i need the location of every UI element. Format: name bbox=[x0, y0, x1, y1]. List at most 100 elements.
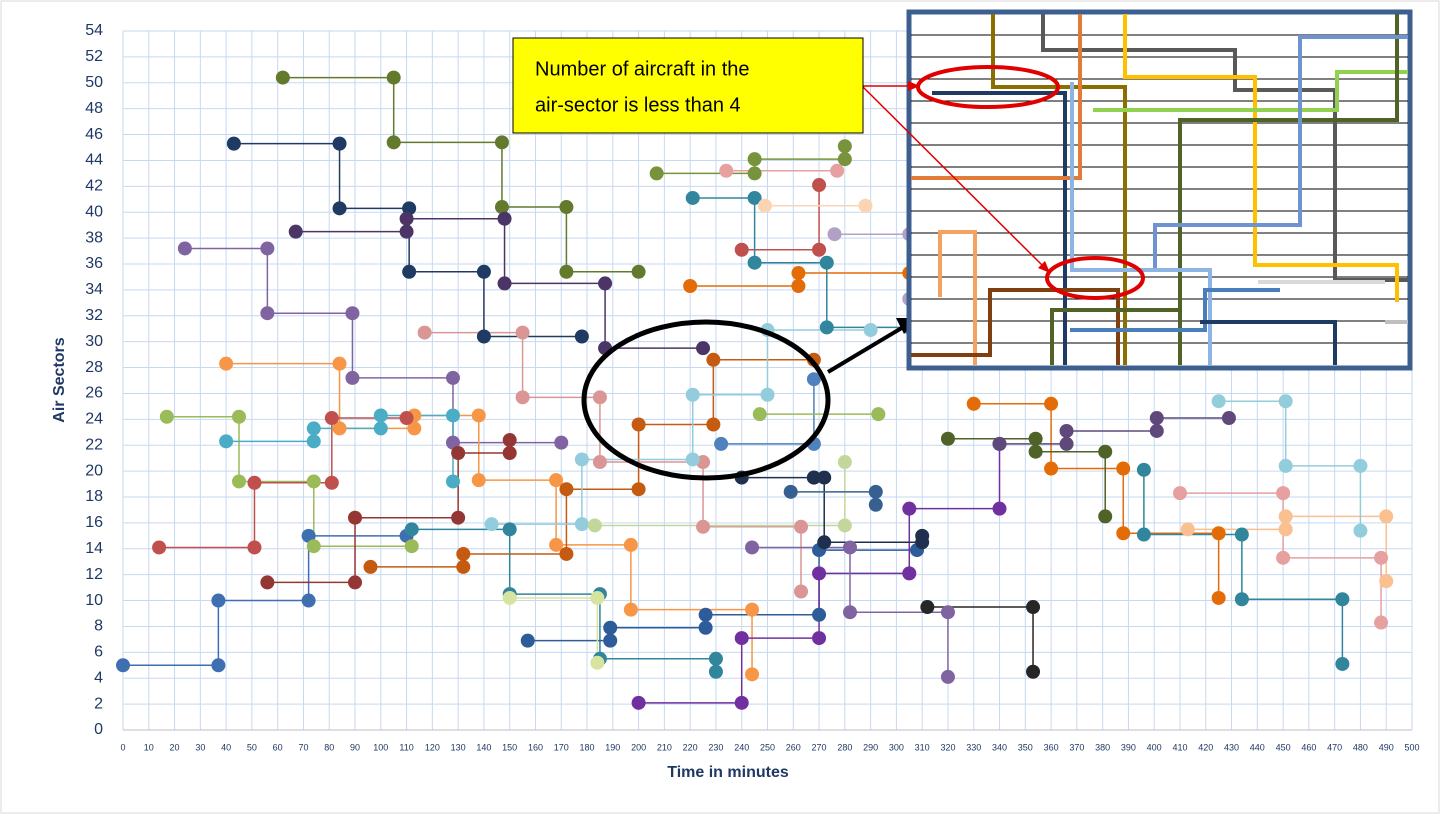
data-point bbox=[812, 631, 827, 646]
data-point bbox=[745, 540, 760, 555]
y-tick-label: 26 bbox=[85, 385, 103, 402]
data-point bbox=[559, 264, 574, 279]
x-tick-label: 420 bbox=[1198, 742, 1213, 752]
y-tick-label: 24 bbox=[85, 411, 103, 428]
data-point bbox=[837, 139, 852, 154]
data-point bbox=[623, 537, 638, 552]
data-point bbox=[747, 255, 762, 270]
y-tick-label: 30 bbox=[85, 333, 103, 350]
y-axis-label: Air Sectors bbox=[51, 337, 68, 422]
x-tick-label: 240 bbox=[734, 742, 749, 752]
data-point bbox=[211, 658, 226, 673]
data-point bbox=[940, 431, 955, 446]
y-tick-label: 52 bbox=[85, 48, 103, 65]
data-point bbox=[603, 633, 618, 648]
data-point bbox=[549, 537, 564, 552]
series-line bbox=[491, 329, 871, 525]
data-point bbox=[247, 475, 262, 490]
data-point bbox=[332, 356, 347, 371]
data-point bbox=[1059, 423, 1074, 438]
data-point bbox=[1044, 461, 1059, 476]
data-point bbox=[404, 539, 419, 554]
y-tick-label: 50 bbox=[85, 74, 103, 91]
data-point bbox=[1234, 592, 1249, 607]
y-tick-label: 38 bbox=[85, 229, 103, 246]
series-line bbox=[282, 76, 639, 273]
data-point bbox=[1026, 664, 1041, 679]
data-point bbox=[1044, 396, 1059, 411]
data-point bbox=[1353, 458, 1368, 473]
x-tick-label: 40 bbox=[221, 742, 231, 752]
x-tick-label: 90 bbox=[350, 742, 360, 752]
data-point bbox=[451, 510, 466, 525]
data-point bbox=[306, 434, 321, 449]
data-point bbox=[819, 320, 834, 335]
data-point bbox=[348, 575, 363, 590]
data-point bbox=[683, 279, 698, 294]
y-tick-label: 10 bbox=[85, 592, 103, 609]
x-tick-label: 440 bbox=[1250, 742, 1265, 752]
data-point bbox=[598, 276, 613, 291]
data-point bbox=[1335, 656, 1350, 671]
x-tick-label: 220 bbox=[683, 742, 698, 752]
data-point bbox=[1379, 574, 1394, 589]
data-point bbox=[1098, 444, 1113, 459]
x-tick-label: 170 bbox=[554, 742, 569, 752]
data-point bbox=[794, 584, 809, 599]
data-point bbox=[719, 163, 734, 178]
data-point bbox=[696, 519, 711, 534]
x-tick-label: 320 bbox=[940, 742, 955, 752]
y-tick-label: 14 bbox=[85, 540, 103, 557]
x-tick-label: 480 bbox=[1353, 742, 1368, 752]
data-point bbox=[288, 224, 303, 239]
data-point bbox=[417, 325, 432, 340]
x-tick-label: 390 bbox=[1121, 742, 1136, 752]
data-point bbox=[1278, 522, 1293, 537]
data-point bbox=[1149, 411, 1164, 426]
data-point bbox=[827, 227, 842, 242]
data-point bbox=[1335, 592, 1350, 607]
x-tick-label: 410 bbox=[1172, 742, 1187, 752]
data-point bbox=[747, 166, 762, 181]
x-tick-label: 10 bbox=[144, 742, 154, 752]
data-point bbox=[858, 198, 873, 213]
data-point bbox=[1278, 458, 1293, 473]
x-tick-label: 140 bbox=[476, 742, 491, 752]
data-point bbox=[708, 664, 723, 679]
data-point bbox=[837, 455, 852, 470]
data-point bbox=[706, 352, 721, 367]
x-tick-label: 470 bbox=[1327, 742, 1342, 752]
data-point bbox=[445, 370, 460, 385]
x-tick-label: 160 bbox=[528, 742, 543, 752]
data-point bbox=[992, 436, 1007, 451]
x-tick-label: 70 bbox=[298, 742, 308, 752]
data-point bbox=[1059, 436, 1074, 451]
data-point bbox=[696, 341, 711, 356]
data-point bbox=[301, 528, 316, 543]
data-point bbox=[760, 387, 775, 402]
data-point bbox=[902, 501, 917, 516]
x-tick-label: 110 bbox=[399, 742, 413, 752]
data-point bbox=[456, 559, 471, 574]
data-point bbox=[363, 559, 378, 574]
data-point bbox=[559, 482, 574, 497]
data-point bbox=[966, 396, 981, 411]
x-tick-label: 370 bbox=[1069, 742, 1084, 752]
data-point bbox=[1211, 526, 1226, 541]
data-point bbox=[714, 436, 729, 451]
y-tick-label: 22 bbox=[85, 436, 103, 453]
data-point bbox=[574, 452, 589, 467]
y-tick-label: 2 bbox=[94, 695, 103, 712]
data-point bbox=[1374, 550, 1389, 565]
series-line bbox=[159, 417, 407, 549]
data-point bbox=[1353, 523, 1368, 538]
data-point bbox=[219, 434, 234, 449]
x-tick-label: 330 bbox=[966, 742, 981, 752]
data-point bbox=[1180, 522, 1195, 537]
data-point bbox=[1278, 509, 1293, 524]
x-tick-label: 120 bbox=[425, 742, 440, 752]
data-point bbox=[752, 407, 767, 422]
data-point bbox=[1374, 615, 1389, 630]
x-tick-label: 230 bbox=[708, 742, 723, 752]
